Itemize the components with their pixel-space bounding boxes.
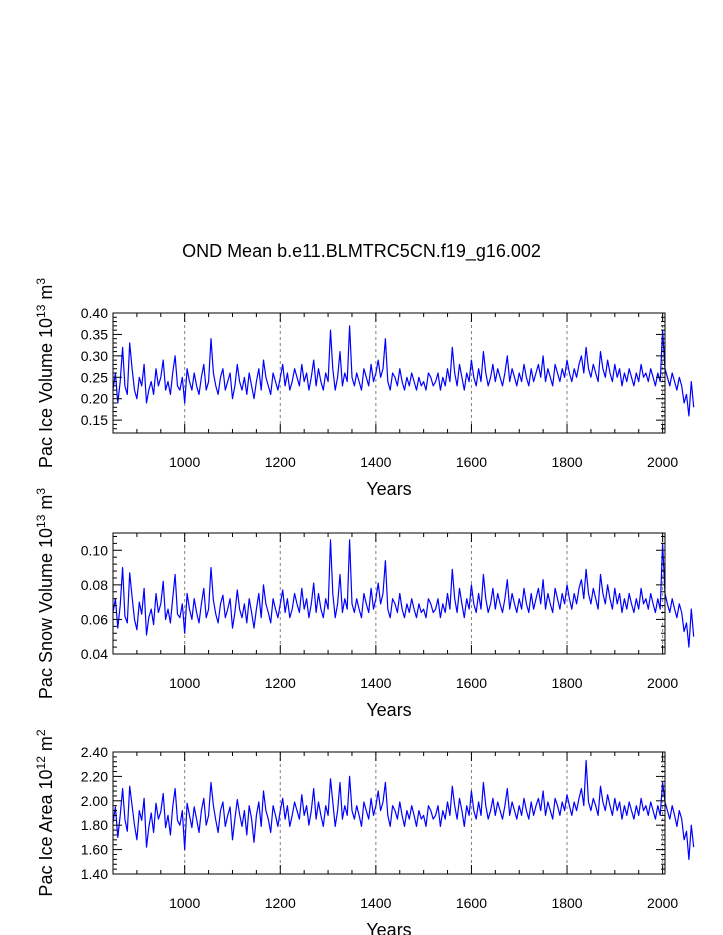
ice-area-xtick-label: 1800 [551,895,582,911]
ice-area-ytick-label: 1.80 [81,817,108,833]
snow-volume-ytick-label: 0.10 [81,542,108,558]
snow-volume-xtick-label: 1600 [456,675,487,691]
ice-volume-xtick-label: 1400 [360,454,391,470]
ice-area-ytick-label: 1.60 [81,842,108,858]
ice-volume-frame [112,312,666,434]
ice-area-xlabel: Years [366,920,411,935]
ice-volume-xtick-label: 1200 [265,454,296,470]
ice-volume-xtick-label: 2000 [647,454,678,470]
ice-volume-xtick-label: 1600 [456,454,487,470]
ice-area-series-line [112,759,695,861]
snow-volume-xtick-label: 1800 [551,675,582,691]
ice-volume-xtick-label: 1000 [169,454,200,470]
snow-volume-xlabel: Years [366,700,411,720]
ice-volume-series-line [112,325,695,417]
snow-volume-xtick-label: 2000 [647,675,678,691]
ice-area-xtick-label: 1400 [360,895,391,911]
ice-volume-ytick-label: 0.20 [81,391,108,407]
ice-area-ytick-label: 2.40 [81,744,108,760]
ice-area-xtick-label: 2000 [647,895,678,911]
ice-volume-ylabel: Pac Ice Volume 1013 m3 [34,278,56,468]
ice-volume-ytick-label: 0.35 [81,326,108,342]
ice-volume-ytick-label: 0.25 [81,369,108,385]
ice-volume-ytick-label: 0.15 [81,412,108,428]
ice-area-frame [112,751,666,875]
snow-volume-xtick-label: 1000 [169,675,200,691]
ice-area-ytick-label: 2.20 [81,768,108,784]
snow-volume-frame [112,532,666,655]
snow-volume-series-line [112,539,695,648]
snow-volume-xtick-label: 1200 [265,675,296,691]
ice-volume-xtick-label: 1800 [551,454,582,470]
ice-area-xtick-label: 1200 [265,895,296,911]
ice-area-xtick-label: 1600 [456,895,487,911]
ice-volume-ytick-label: 0.40 [81,305,108,321]
snow-volume-ylabel: Pac Snow Volume 1013 m3 [34,488,56,699]
ice-area-ytick-label: 1.40 [81,866,108,882]
ice-volume-xlabel: Years [366,479,411,499]
ice-area-xtick-label: 1000 [169,895,200,911]
snow-volume-xtick-label: 1400 [360,675,391,691]
snow-volume-ytick-label: 0.08 [81,577,108,593]
ice-volume-ytick-label: 0.30 [81,348,108,364]
snow-volume-ytick-label: 0.06 [81,611,108,627]
page-title: OND Mean b.e11.BLMTRC5CN.f19_g16.002 [182,241,541,261]
ice-area-ytick-label: 2.00 [81,793,108,809]
ice-area-ylabel: Pac Ice Area 1012 m2 [34,729,56,896]
snow-volume-ytick-label: 0.04 [81,646,108,662]
